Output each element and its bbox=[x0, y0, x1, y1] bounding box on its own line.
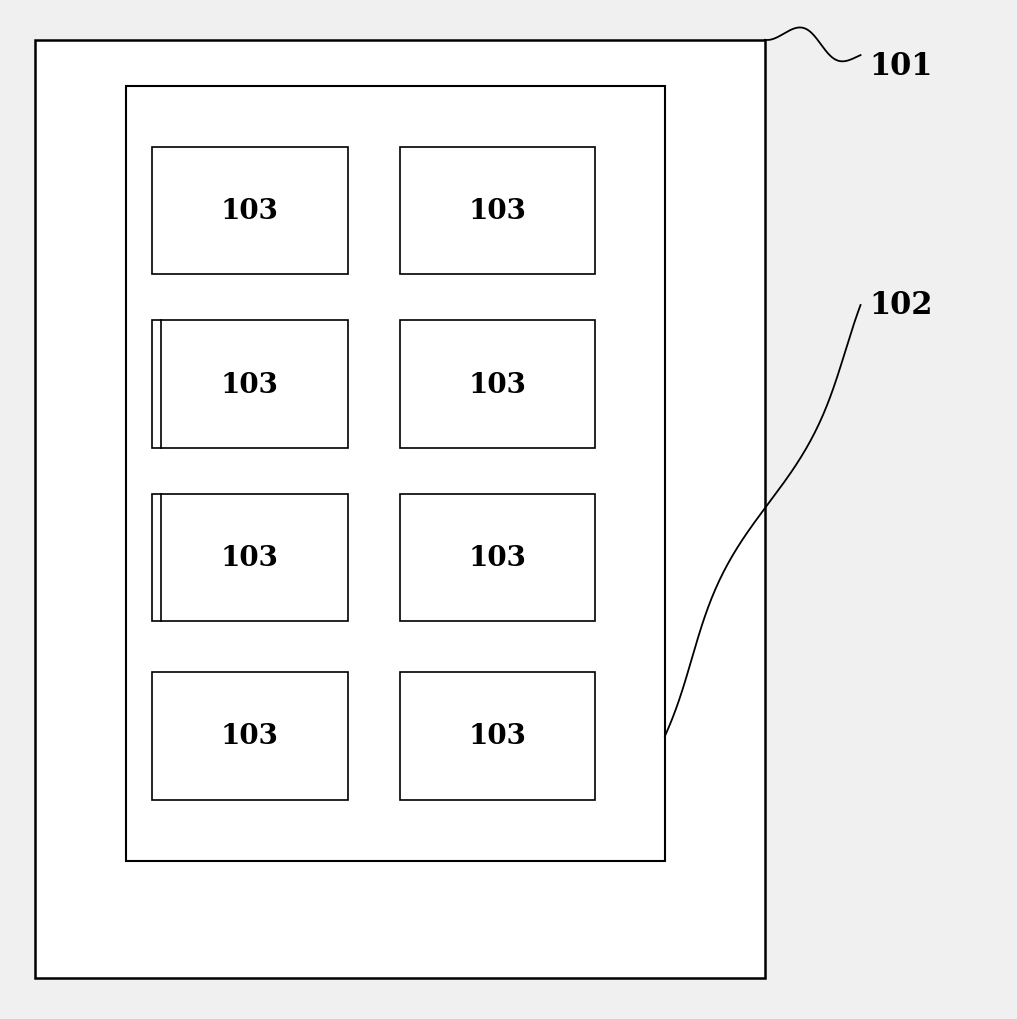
Text: 103: 103 bbox=[221, 722, 279, 750]
Bar bbox=[153, 494, 348, 622]
Bar bbox=[153, 148, 348, 275]
Text: 103: 103 bbox=[469, 544, 527, 572]
Bar bbox=[153, 673, 348, 800]
Text: 103: 103 bbox=[221, 198, 279, 225]
Text: 101: 101 bbox=[870, 51, 933, 82]
Text: 102: 102 bbox=[870, 290, 933, 321]
Bar bbox=[126, 87, 665, 861]
Bar bbox=[400, 321, 595, 448]
Text: 103: 103 bbox=[469, 198, 527, 225]
Bar bbox=[400, 148, 595, 275]
Bar bbox=[400, 494, 595, 622]
Text: 103: 103 bbox=[221, 544, 279, 572]
Bar bbox=[35, 41, 765, 978]
Bar bbox=[400, 673, 595, 800]
Bar bbox=[153, 321, 348, 448]
Text: 103: 103 bbox=[469, 722, 527, 750]
Text: 103: 103 bbox=[221, 371, 279, 398]
Text: 103: 103 bbox=[469, 371, 527, 398]
